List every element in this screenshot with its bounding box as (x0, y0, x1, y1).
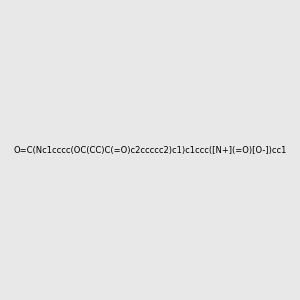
Text: O=C(Nc1cccc(OC(CC)C(=O)c2ccccc2)c1)c1ccc([N+](=O)[O-])cc1: O=C(Nc1cccc(OC(CC)C(=O)c2ccccc2)c1)c1ccc… (13, 146, 287, 154)
